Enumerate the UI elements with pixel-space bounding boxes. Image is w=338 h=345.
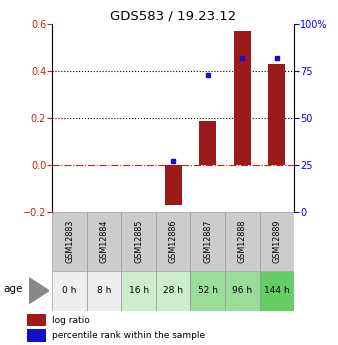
- Text: 144 h: 144 h: [264, 286, 290, 295]
- Text: GSM12886: GSM12886: [169, 220, 178, 263]
- Title: GDS583 / 19.23.12: GDS583 / 19.23.12: [110, 10, 236, 23]
- Text: age: age: [3, 284, 23, 294]
- Bar: [87, 271, 121, 310]
- Bar: [87, 212, 121, 271]
- Text: GSM12888: GSM12888: [238, 220, 247, 263]
- Bar: [260, 271, 294, 310]
- Bar: [156, 212, 191, 271]
- Bar: [260, 212, 294, 271]
- Text: percentile rank within the sample: percentile rank within the sample: [52, 331, 205, 340]
- Text: 0 h: 0 h: [63, 286, 77, 295]
- Bar: [268, 64, 285, 165]
- Bar: [199, 120, 216, 165]
- Text: GSM12883: GSM12883: [65, 220, 74, 263]
- Text: GSM12885: GSM12885: [134, 220, 143, 263]
- Bar: [52, 271, 87, 310]
- Text: 8 h: 8 h: [97, 286, 111, 295]
- Bar: [191, 212, 225, 271]
- Bar: [234, 31, 251, 165]
- Bar: [165, 165, 182, 205]
- Text: 16 h: 16 h: [129, 286, 149, 295]
- Text: GSM12889: GSM12889: [272, 220, 281, 263]
- Bar: [225, 271, 260, 310]
- Text: GSM12884: GSM12884: [100, 220, 109, 263]
- Bar: [27, 329, 46, 342]
- Bar: [52, 212, 87, 271]
- Text: 28 h: 28 h: [163, 286, 183, 295]
- Text: 96 h: 96 h: [232, 286, 252, 295]
- Bar: [27, 314, 46, 326]
- Bar: [156, 271, 191, 310]
- Text: GSM12887: GSM12887: [203, 220, 212, 263]
- Bar: [191, 271, 225, 310]
- Text: 52 h: 52 h: [198, 286, 218, 295]
- Bar: [225, 212, 260, 271]
- Polygon shape: [29, 277, 49, 304]
- Bar: [121, 212, 156, 271]
- Bar: [121, 271, 156, 310]
- Text: log ratio: log ratio: [52, 316, 90, 325]
